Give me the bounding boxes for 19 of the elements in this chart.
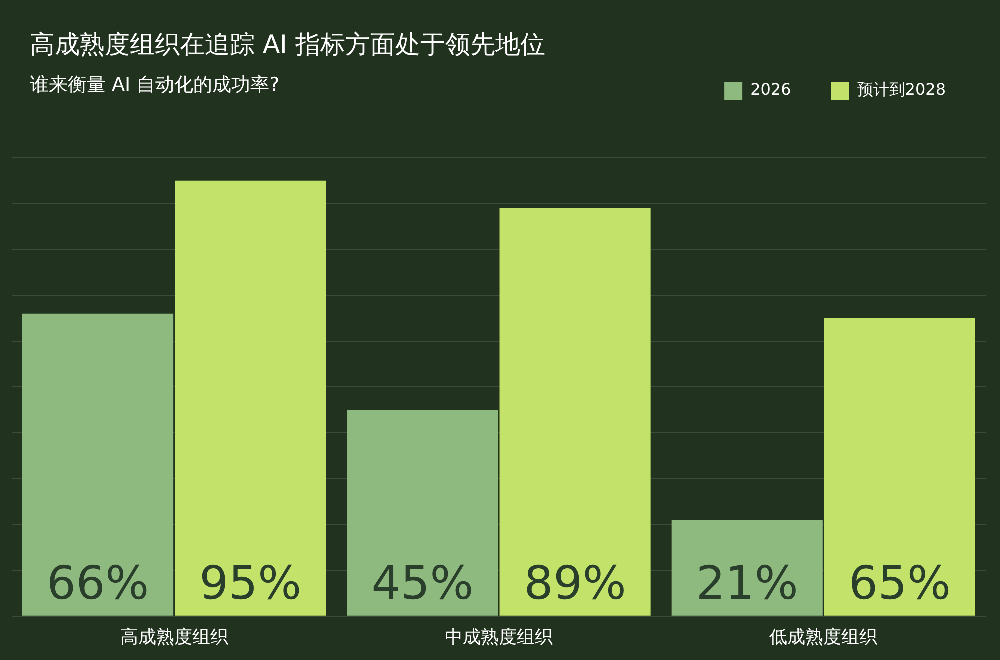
- data-label: 21%: [696, 556, 798, 610]
- data-label: 95%: [200, 556, 302, 610]
- legend-label: 预计到2028: [857, 80, 946, 100]
- data-label: 66%: [46, 556, 150, 610]
- bar: [672, 520, 823, 616]
- x-tick-label: 低成熟度组织: [770, 626, 878, 648]
- bar: [500, 208, 651, 616]
- chart-title: 高成熟度组织在追踪 AI 指标方面处于领先地位: [30, 29, 546, 61]
- legend-label: 2026: [750, 80, 792, 100]
- data-label: 89%: [524, 556, 626, 610]
- x-tick-label: 中成熟度组织: [445, 626, 553, 648]
- bar: [824, 318, 976, 616]
- bar: [347, 410, 498, 616]
- bar: [175, 180, 326, 616]
- chart-subtitle: 谁来衡量 AI 自动化的成功率?: [30, 73, 280, 98]
- data-label: 65%: [848, 556, 952, 610]
- bar: [22, 314, 174, 616]
- x-tick-label: 高成熟度组织: [120, 626, 228, 648]
- data-label: 45%: [372, 556, 474, 610]
